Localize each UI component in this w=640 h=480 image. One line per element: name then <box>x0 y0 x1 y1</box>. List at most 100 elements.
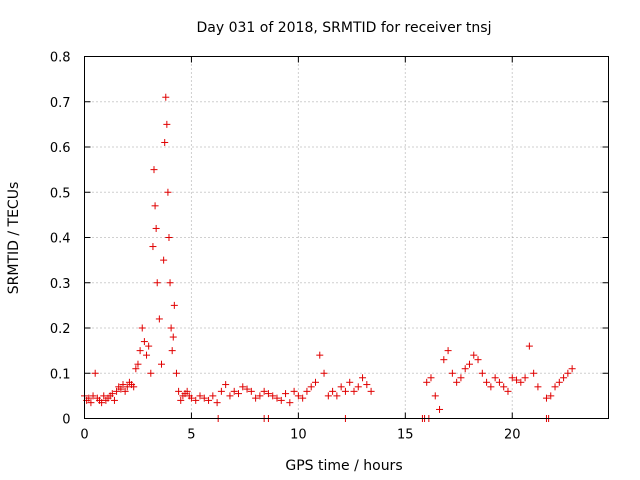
data-point <box>500 383 508 391</box>
y-tick-label: 0.4 <box>50 232 71 247</box>
data-point <box>525 342 533 350</box>
x-tick-label: 5 <box>187 428 195 443</box>
data-point <box>311 378 319 386</box>
data-point <box>513 376 521 384</box>
data-point <box>354 383 362 391</box>
data-point <box>170 301 178 309</box>
y-tick-label: 0.2 <box>50 322 71 337</box>
data-point <box>136 347 144 355</box>
data-point <box>172 369 180 377</box>
y-tick-label: 0.8 <box>50 51 71 66</box>
data-point <box>453 378 461 386</box>
data-point <box>350 387 358 395</box>
data-point <box>169 333 177 341</box>
data-point <box>167 324 175 332</box>
data-point <box>324 392 332 400</box>
data-point <box>474 356 482 364</box>
data-point <box>163 120 171 128</box>
axis-ticks: 0 5 10 15 20 0 0.1 0.2 0.3 0.4 0.5 0.6 0.7 0.8 <box>50 51 609 443</box>
x-axis-label: GPS time / hours <box>285 458 402 474</box>
plot-border <box>84 56 609 419</box>
x-tick-label: 0 <box>80 428 88 443</box>
data-point <box>436 405 444 413</box>
data-point <box>192 396 200 404</box>
data-point <box>168 347 176 355</box>
data-point <box>140 338 148 346</box>
data-point <box>465 360 473 368</box>
data-point <box>363 381 371 389</box>
data-point <box>196 392 204 400</box>
data-point <box>222 381 230 389</box>
data-point <box>542 394 550 402</box>
data-point <box>160 256 168 264</box>
data-point <box>134 360 142 368</box>
data-point <box>341 387 349 395</box>
data-point <box>117 385 125 393</box>
y-tick-label: 0.3 <box>50 277 71 292</box>
data-point <box>87 399 95 407</box>
data-point <box>431 392 439 400</box>
data-point <box>264 390 272 398</box>
y-tick-label: 0.6 <box>50 141 71 156</box>
data-point <box>303 387 311 395</box>
data-point <box>256 392 264 400</box>
data-point <box>333 392 341 400</box>
data-point <box>98 399 106 407</box>
data-point <box>183 387 191 395</box>
data-point <box>316 351 324 359</box>
data-point <box>495 378 503 386</box>
data-point <box>165 234 173 241</box>
y-tick-label: 0.1 <box>50 367 71 382</box>
data-point <box>226 392 234 400</box>
data-point <box>123 383 131 391</box>
data-point <box>359 374 367 382</box>
y-tick-label: 0.7 <box>50 96 71 111</box>
data-point <box>113 387 121 395</box>
data-point <box>143 351 151 359</box>
data-point <box>294 392 302 400</box>
y-tick-label: 0.5 <box>50 186 71 201</box>
data-point <box>205 396 213 404</box>
data-point <box>478 369 486 377</box>
y-tick-label: 0 <box>62 413 70 428</box>
data-point <box>470 351 478 359</box>
data-point <box>164 188 172 196</box>
data-point <box>534 383 542 391</box>
data-point <box>217 387 225 395</box>
data-point <box>560 374 568 382</box>
x-tick-label: 15 <box>397 428 414 443</box>
data-point <box>175 387 183 395</box>
data-point <box>530 369 538 377</box>
data-point <box>234 390 242 398</box>
data-point <box>213 399 221 407</box>
data-point <box>230 387 238 395</box>
data-point <box>161 138 169 146</box>
data-point <box>155 315 163 323</box>
data-point <box>152 224 160 232</box>
data-points <box>81 93 576 422</box>
data-point <box>100 392 108 400</box>
data-point <box>508 374 516 382</box>
data-point <box>177 396 185 404</box>
data-point <box>162 93 170 101</box>
data-point <box>286 399 294 407</box>
data-point <box>521 374 529 382</box>
data-point <box>448 369 456 377</box>
data-point <box>145 342 153 350</box>
data-point <box>147 369 155 377</box>
data-point <box>282 390 290 398</box>
data-point <box>243 385 251 393</box>
x-tick-label: 20 <box>504 428 521 443</box>
data-point <box>166 279 174 287</box>
data-point <box>320 369 328 377</box>
data-point <box>444 347 452 355</box>
data-point <box>252 394 260 402</box>
data-point <box>273 394 281 402</box>
data-point <box>307 383 315 391</box>
data-point <box>555 378 563 386</box>
y-axis-label: SRMTID / TECUs <box>6 182 22 295</box>
data-point <box>517 378 525 386</box>
data-point <box>110 396 118 404</box>
data-point <box>269 392 277 400</box>
